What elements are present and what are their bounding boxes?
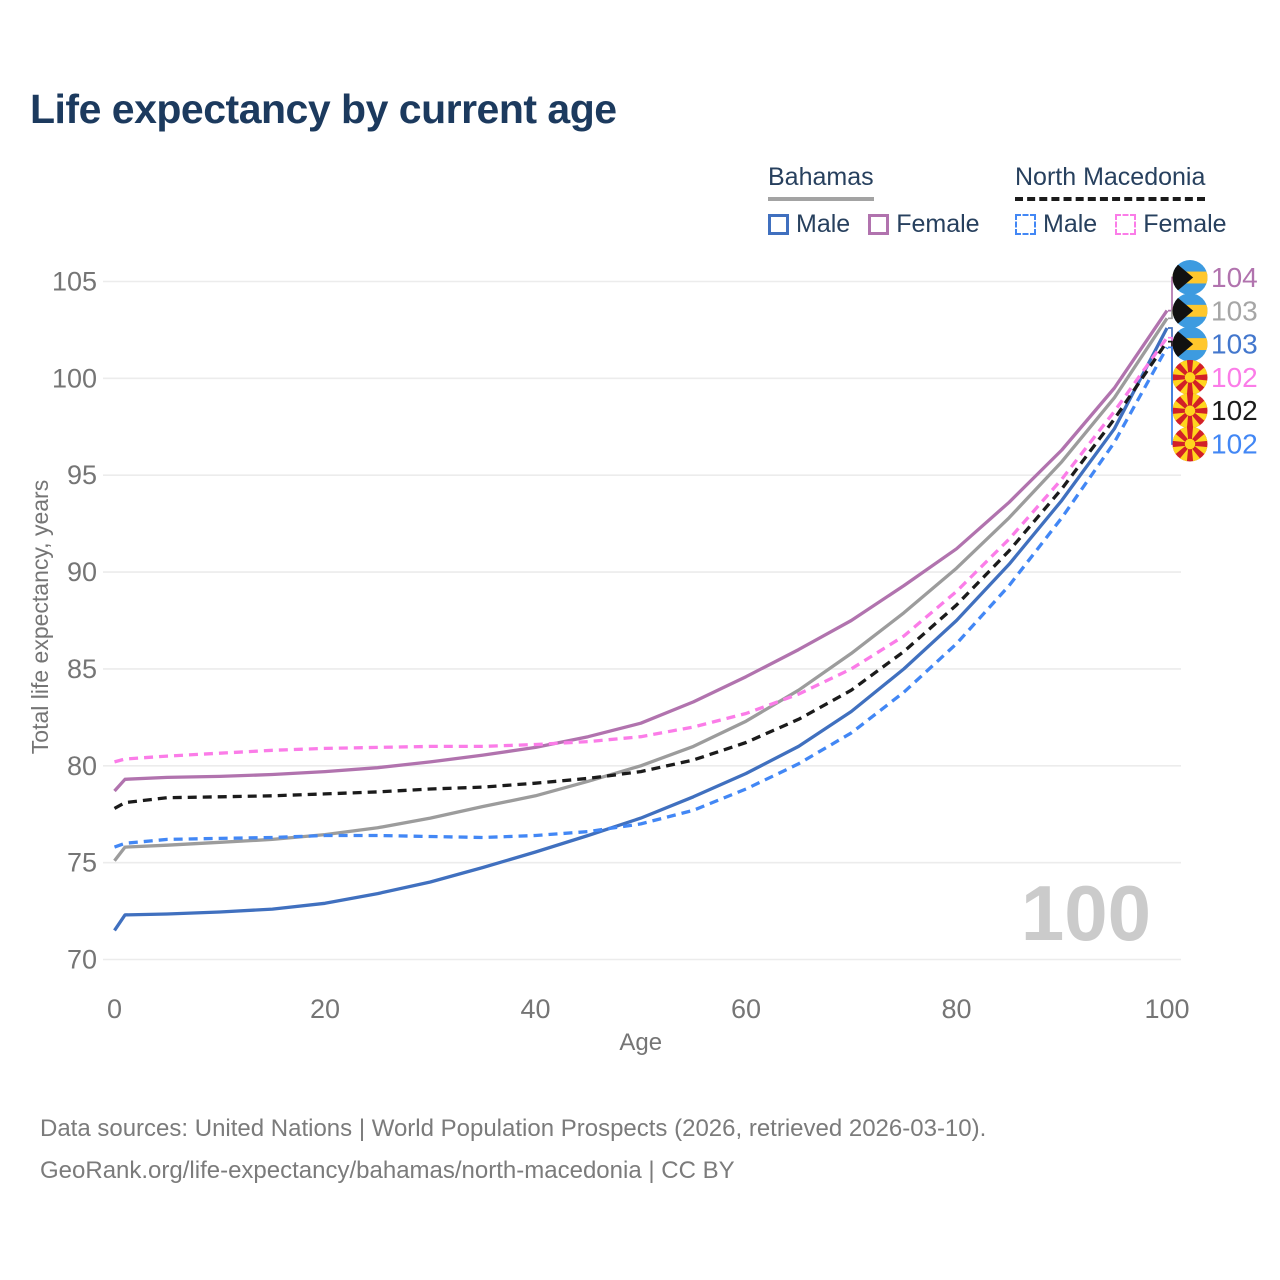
series-end-label[interactable]: 104 <box>1211 262 1258 293</box>
x-tick-label: 60 <box>731 994 761 1024</box>
y-tick-label: 95 <box>67 460 97 490</box>
series-line-bahamas[interactable] <box>113 317 1169 862</box>
x-tick-label: 20 <box>310 994 340 1024</box>
legend-item-label: Female <box>896 210 980 238</box>
footer: Data sources: United Nations | World Pop… <box>40 1108 986 1192</box>
end-connector <box>1168 309 1173 320</box>
series-end-label[interactable]: 103 <box>1211 295 1258 326</box>
north-macedonia-flag-icon <box>1172 426 1208 462</box>
y-tick-label: 75 <box>67 848 97 878</box>
legend-item-label: Male <box>1043 210 1098 238</box>
y-tick-label: 90 <box>67 557 97 587</box>
legend-item-bahamas-female[interactable]: Female <box>868 210 980 239</box>
series-end-label[interactable]: 102 <box>1211 395 1258 426</box>
bahamas-male-swatch-icon <box>768 214 789 235</box>
series-end-label[interactable]: 103 <box>1211 329 1258 360</box>
x-tick-label: 0 <box>107 994 122 1024</box>
y-axis-title: Total life expectancy, years <box>27 480 53 754</box>
series-line-north-macedonia-female[interactable] <box>114 336 1169 764</box>
page-title: Life expectancy by current age <box>30 86 617 132</box>
footer-data-sources: Data sources: United Nations | World Pop… <box>40 1115 987 1142</box>
age-cursor-watermark: 100 <box>1021 869 1151 957</box>
footer-attribution-link[interactable]: GeoRank.org/life-expectancy/bahamas/nort… <box>40 1157 735 1184</box>
line-chart[interactable]: 70 75 80 85 90 95 100 105 0 20 40 60 80 100 Age Total l… <box>0 0 1280 1090</box>
legend-group-north-macedonia: North Macedonia Male Female <box>1015 163 1227 239</box>
end-connector <box>1168 346 1173 445</box>
legend-item-label: Male <box>796 210 851 238</box>
y-tick-label: 105 <box>52 267 97 297</box>
legend-item-bahamas-male[interactable]: Male <box>768 210 850 239</box>
bahamas-flag-icon <box>1172 260 1208 295</box>
x-axis-title: Age <box>619 1029 662 1056</box>
series-end-label[interactable]: 102 <box>1211 362 1258 393</box>
north-macedonia-flag-icon <box>1172 359 1208 395</box>
series-end-label[interactable]: 102 <box>1211 429 1258 460</box>
x-tick-label: 80 <box>941 994 971 1024</box>
north-macedonia-male-swatch-icon <box>1015 214 1036 235</box>
legend-item-label: Female <box>1143 210 1227 238</box>
legend-header-north-macedonia[interactable]: North Macedonia <box>1015 163 1206 201</box>
legend-item-north-macedonia-female[interactable]: Female <box>1115 210 1227 239</box>
legend-item-north-macedonia-male[interactable]: Male <box>1015 210 1097 239</box>
legend-group-bahamas: Bahamas Male Female <box>768 163 980 239</box>
y-tick-label: 70 <box>67 945 97 975</box>
bahamas-flag-icon <box>1172 293 1208 329</box>
bahamas-flag-icon <box>1172 326 1208 362</box>
north-macedonia-female-swatch-icon <box>1115 214 1137 235</box>
chart-legend: Bahamas Male Female North Macedonia Male… <box>0 163 1280 243</box>
series-line-bahamas-female[interactable] <box>113 309 1169 793</box>
series-line-north-macedonia-male[interactable] <box>113 346 1169 849</box>
x-tick-label: 100 <box>1144 994 1189 1024</box>
legend-header-bahamas[interactable]: Bahamas <box>768 163 874 201</box>
y-tick-label: 85 <box>67 654 97 684</box>
end-connector <box>1168 276 1173 312</box>
x-tick-label: 40 <box>520 994 550 1024</box>
y-tick-label: 100 <box>52 363 97 393</box>
north-macedonia-flag-icon <box>1172 393 1208 429</box>
series-line-north-macedonia[interactable] <box>113 340 1169 810</box>
y-tick-label: 80 <box>67 751 97 781</box>
bahamas-female-swatch-icon <box>868 214 890 235</box>
